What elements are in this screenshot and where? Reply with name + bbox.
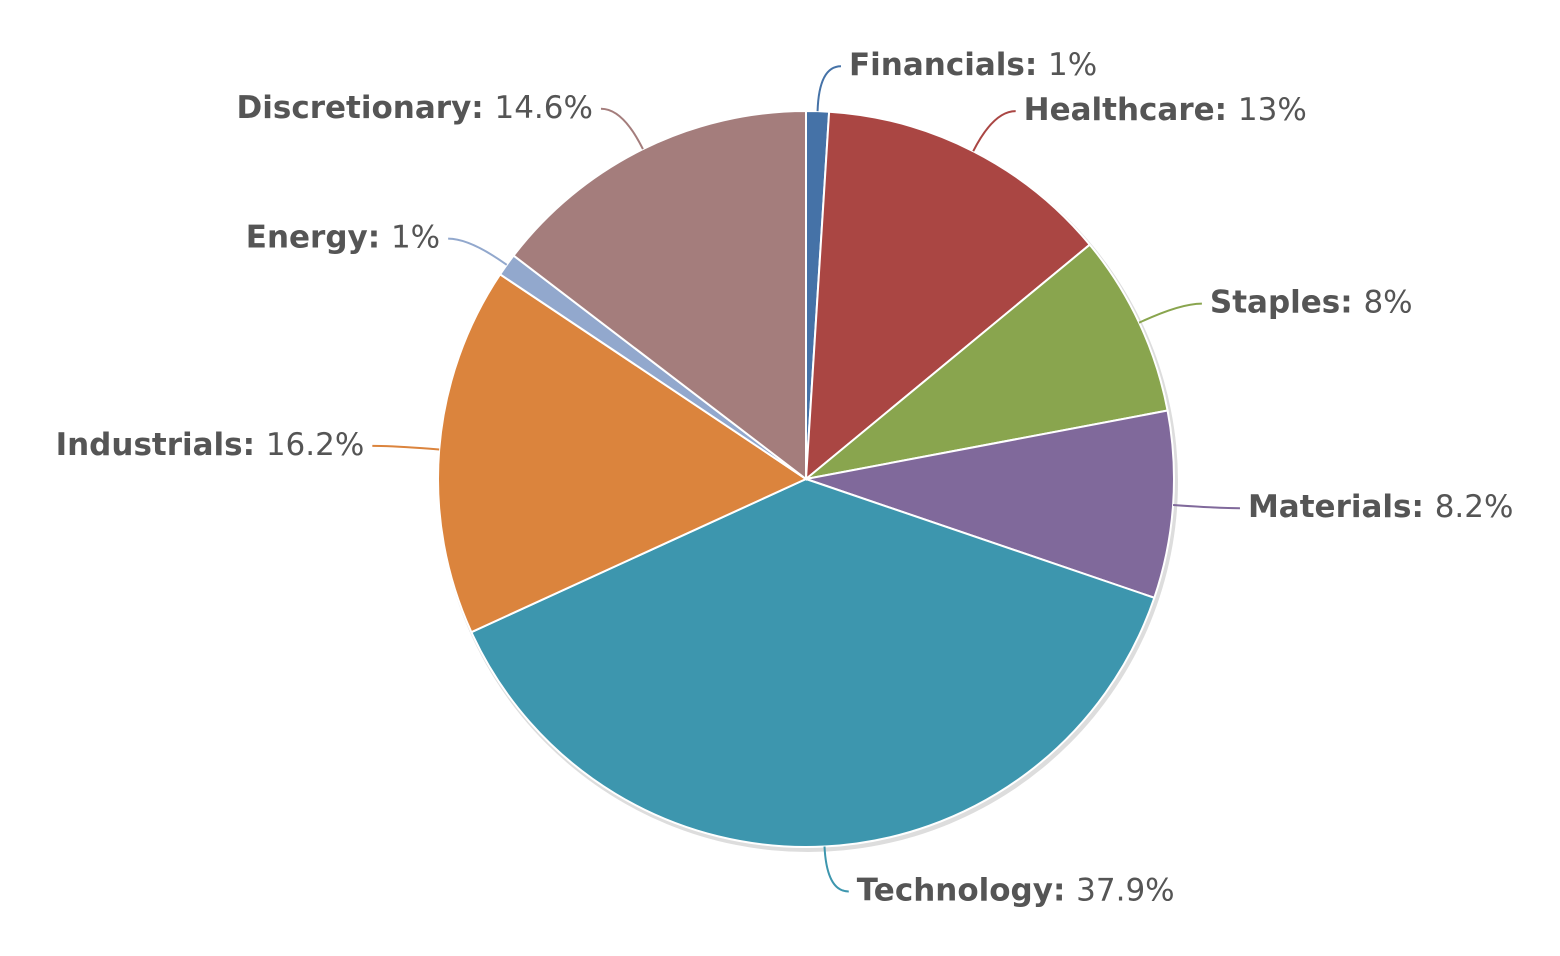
label-value: 1% [1048, 47, 1097, 83]
label-connector [823, 846, 849, 893]
label-separator: : [243, 426, 266, 462]
label-value: 1% [391, 219, 440, 255]
label-connector [816, 65, 842, 112]
label-value: 8% [1363, 284, 1412, 320]
label-category: Financials [849, 47, 1025, 83]
label-value: 14.6% [494, 89, 592, 125]
label-value: 13% [1238, 92, 1307, 128]
label-separator: : [1215, 92, 1238, 128]
label-category: Discretionary [237, 89, 472, 125]
label-category: Materials [1248, 489, 1412, 525]
label-category: Staples [1210, 284, 1340, 320]
label-separator: : [1411, 489, 1434, 525]
label-value: 16.2% [266, 426, 364, 462]
label-separator: : [1025, 47, 1048, 83]
label-connector [1138, 302, 1202, 324]
label-category: Industrials [56, 426, 243, 462]
label-separator: : [1053, 872, 1076, 908]
data-label: Energy: 1% [246, 219, 440, 255]
label-category: Technology [857, 872, 1053, 908]
data-label: Healthcare: 13% [1024, 92, 1307, 128]
data-label: Discretionary: 14.6% [237, 89, 593, 125]
label-separator: : [471, 89, 494, 125]
label-connector [600, 107, 644, 150]
pie-slice [804, 110, 1092, 482]
label-value: 37.9% [1076, 872, 1174, 908]
label-separator: : [1340, 284, 1363, 320]
label-connector [372, 444, 440, 451]
label-connector [448, 237, 508, 266]
label-category: Healthcare [1024, 92, 1215, 128]
pie-slice [470, 477, 1156, 848]
pie-slice [437, 272, 809, 634]
data-label: Industrials: 16.2% [56, 426, 365, 462]
data-label: Financials: 1% [849, 47, 1097, 83]
label-connector [1173, 504, 1240, 510]
label-category: Energy [246, 219, 368, 255]
label-value: 8.2% [1435, 489, 1514, 525]
label-separator: : [368, 219, 391, 255]
data-label: Technology: 37.9% [857, 872, 1175, 908]
label-connector [972, 110, 1016, 152]
data-label: Staples: 8% [1210, 284, 1413, 320]
data-label: Materials: 8.2% [1248, 489, 1514, 525]
